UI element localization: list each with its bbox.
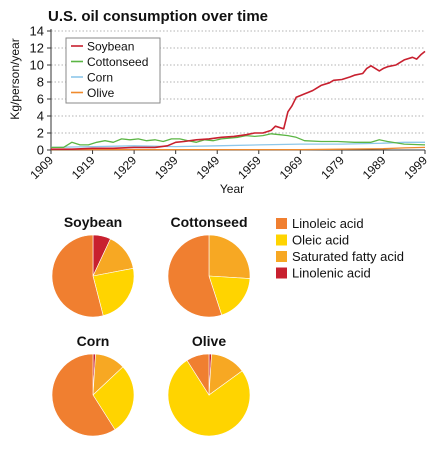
legend-label: Soybean (87, 40, 134, 54)
legend-label: Cottonseed (87, 55, 148, 69)
y-tick-label: 0 (37, 143, 44, 158)
pie-legend-swatch (276, 251, 287, 262)
legend-label: Corn (87, 71, 113, 85)
pie-legend-swatch (276, 267, 287, 279)
series-line-corn (50, 141, 425, 149)
x-tick-label: 1989 (360, 153, 389, 182)
pie-slice-linoleic-acid (51, 234, 104, 318)
pie-slice-oleic-acid (208, 275, 251, 316)
pie-slice-linoleic-acid (186, 353, 210, 397)
y-tick-label: 4 (37, 109, 44, 124)
x-tick-label: 1959 (235, 153, 264, 182)
y-tick-label: 12 (30, 41, 44, 56)
series-line-cottonseed (51, 133, 426, 149)
pie-slice-saturated-fatty-acid (208, 234, 251, 279)
pie-legend-label: Oleic acid (292, 233, 349, 248)
x-tick-label: 1919 (69, 153, 98, 182)
pie-legend-label: Saturated fatty acid (292, 249, 404, 264)
y-tick-label: 10 (30, 58, 44, 73)
x-tick-label: 1929 (110, 153, 139, 182)
x-axis-label: Year (220, 182, 244, 196)
pie-legend-swatch (276, 234, 287, 246)
y-axis-label: Kg/person/year (8, 38, 22, 119)
pie-slice-oleic-acid (92, 267, 135, 317)
pie-slice-oleic-acid (92, 366, 135, 431)
grid-layer (51, 30, 425, 134)
line-chart-title: U.S. oil consumption over time (48, 8, 268, 25)
x-tick-label: 1909 (27, 153, 56, 182)
pie-slice-oleic-acid (167, 359, 251, 437)
series-line-olive (51, 146, 426, 151)
series-line-soybean (51, 50, 426, 150)
pie-legend-label: Linolenic acid (292, 266, 371, 281)
y-tick-label: 6 (37, 92, 44, 107)
pie-legend-swatch (276, 218, 287, 229)
legend-label: Olive (87, 86, 115, 100)
pie-title: Soybean (64, 214, 122, 230)
x-tick-label: 1979 (318, 153, 347, 182)
y-tick-label: 2 (37, 126, 44, 141)
series-layer (50, 50, 426, 151)
pie-title: Olive (192, 333, 226, 349)
pie-legend-label: Linoleic acid (292, 216, 364, 231)
x-tick-label: 1999 (401, 153, 430, 182)
pie-layer: Soybean Cottonseed Corn Olive (51, 214, 251, 437)
x-tick-label: 1969 (277, 153, 306, 182)
pie-slice-linoleic-acid (167, 234, 223, 318)
pie-title: Cottonseed (171, 214, 248, 230)
y-tick-label: 8 (37, 75, 44, 90)
pie-title: Corn (77, 333, 110, 349)
x-tick-label: 1949 (194, 153, 223, 182)
x-tick-label: 1939 (152, 153, 181, 182)
pie-slice-linoleic-acid (51, 353, 116, 437)
y-tick-label: 14 (30, 24, 44, 39)
